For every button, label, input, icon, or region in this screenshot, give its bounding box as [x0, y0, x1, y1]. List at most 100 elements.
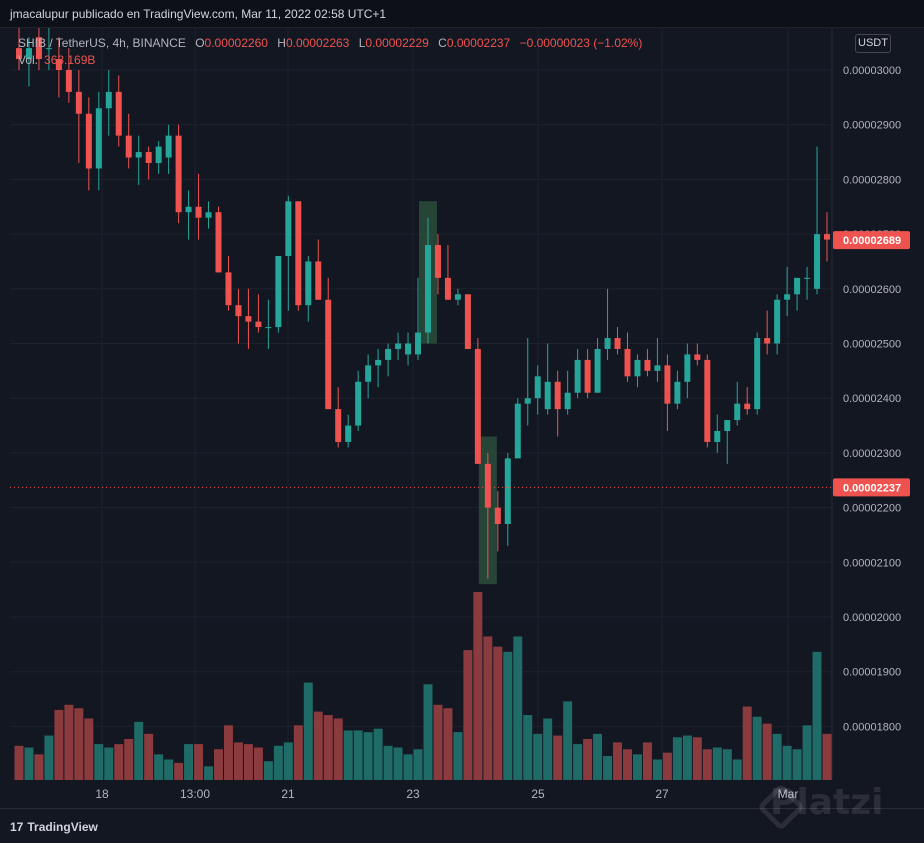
volume-bar — [403, 754, 413, 780]
volume-bar — [393, 747, 403, 780]
candle-body — [415, 332, 422, 355]
candle-body — [744, 403, 751, 410]
candle-body — [385, 348, 392, 360]
platzi-watermark: Platzi — [770, 782, 884, 823]
volume-bar — [473, 592, 483, 780]
volume-bar — [523, 715, 533, 780]
volume-bar — [513, 636, 523, 780]
volume-bar — [413, 749, 423, 780]
volume-bar — [632, 754, 642, 780]
x-tick-label: 18 — [95, 787, 109, 801]
volume-bar — [383, 745, 393, 780]
volume-bar — [463, 650, 473, 780]
volume-bar — [742, 706, 752, 780]
candle-body — [225, 272, 232, 306]
candle-body — [724, 420, 731, 432]
candle-body — [345, 425, 352, 442]
candle-body — [365, 365, 372, 382]
candle-body — [494, 507, 501, 525]
candle-body — [245, 316, 252, 322]
volume-bar — [74, 708, 84, 780]
volume-bar — [623, 749, 632, 780]
volume-bar — [363, 732, 373, 780]
tradingview-logo[interactable]: 17 TradingView — [10, 820, 98, 834]
candle-body — [165, 135, 172, 158]
volume-bar — [154, 754, 164, 780]
volume-bar — [603, 756, 613, 780]
volume-bar — [443, 708, 453, 780]
candle-body — [484, 463, 491, 508]
volume-bar — [144, 733, 154, 780]
volume-bar — [642, 742, 652, 780]
footer-bar: 17 TradingView — [0, 808, 924, 843]
y-tick-label: 0.00002000 — [843, 612, 901, 624]
candle-body — [95, 108, 102, 169]
candle-body — [35, 37, 42, 60]
volume-bar — [214, 749, 223, 780]
volume-bar — [64, 704, 74, 780]
change-value: −0.00000023 (−1.02%) — [519, 36, 643, 50]
candle-body — [774, 299, 781, 344]
candle-body — [145, 152, 152, 163]
low-value: 0.00002229 — [365, 36, 429, 50]
tradingview-logo-text: TradingView — [27, 820, 98, 834]
y-tick-label: 0.00002300 — [843, 448, 901, 460]
candle-body — [175, 135, 182, 213]
candle-body — [664, 365, 671, 404]
volume-bar — [373, 728, 383, 780]
x-tick-label: 23 — [406, 787, 420, 801]
volume-bar — [94, 744, 104, 780]
candle-body — [714, 431, 721, 442]
candle-body — [824, 234, 831, 240]
volume-bar — [483, 636, 493, 780]
volume-bar — [662, 752, 672, 780]
candle-body — [315, 261, 322, 300]
chart-legend: SHIB / TetherUS, 4h, BINANCE O0.00002260… — [18, 35, 642, 69]
candle-body — [195, 206, 202, 218]
last-price-tag — [833, 231, 910, 250]
currency-button[interactable]: USDT — [855, 34, 891, 53]
tv-logo-icon: 17 — [10, 820, 24, 834]
current-price-tag — [833, 478, 910, 497]
candle-body — [265, 327, 272, 329]
volume-bar — [543, 718, 553, 780]
candle-body — [215, 212, 222, 273]
volume-bar — [772, 733, 782, 780]
high-label: H — [277, 36, 286, 50]
volume-bar — [293, 725, 303, 780]
candle-body — [634, 359, 641, 377]
volume-bar — [533, 733, 543, 780]
candle-body — [325, 299, 332, 410]
volume-bar — [732, 759, 742, 780]
volume-bar — [263, 761, 273, 780]
candle-body — [584, 359, 591, 393]
candle-body — [205, 212, 212, 218]
candle-body — [614, 338, 621, 349]
volume-line: Vol. 363.169B — [18, 52, 642, 69]
x-tick-label: 21 — [281, 787, 295, 801]
candle-body — [405, 343, 412, 355]
candle-body — [764, 338, 771, 344]
candle-body — [514, 403, 521, 459]
low-label: L — [358, 36, 366, 50]
volume-bar — [593, 733, 603, 780]
candlestick-chart[interactable]: 0.000030000.000029000.000028000.00002700… — [0, 28, 924, 808]
candle-body — [654, 365, 661, 371]
y-tick-label: 0.00002800 — [843, 174, 901, 186]
x-tick-label: 13:00 — [180, 787, 210, 801]
volume-bar — [204, 766, 214, 780]
candle-body — [624, 348, 631, 377]
y-tick-label: 0.00003000 — [843, 65, 901, 77]
open-value: 0.00002260 — [204, 36, 268, 50]
volume-bar — [353, 730, 363, 780]
volume-bar — [124, 738, 134, 780]
volume-bar — [812, 651, 822, 780]
last-price-label: 0.00002689 — [843, 235, 901, 247]
volume-bar — [243, 744, 253, 780]
candle-body — [694, 354, 701, 360]
volume-bar — [313, 711, 323, 780]
candle-body — [285, 201, 292, 256]
chart-background — [0, 28, 924, 808]
x-tick-label: 27 — [655, 787, 669, 801]
volume-bar — [782, 745, 792, 780]
